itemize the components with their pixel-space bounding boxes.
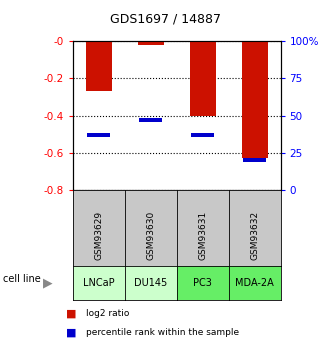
- Bar: [243, 158, 266, 162]
- Bar: [85, 41, 112, 91]
- Text: LNCaP: LNCaP: [83, 278, 115, 288]
- Bar: [139, 118, 162, 122]
- Text: log2 ratio: log2 ratio: [86, 309, 129, 318]
- Text: GSM93631: GSM93631: [198, 210, 207, 259]
- Text: GDS1697 / 14887: GDS1697 / 14887: [110, 12, 220, 25]
- Bar: [189, 41, 215, 116]
- Bar: [242, 41, 268, 158]
- Text: PC3: PC3: [193, 278, 212, 288]
- Text: MDA-2A: MDA-2A: [235, 278, 274, 288]
- Bar: [191, 133, 214, 137]
- Text: DU145: DU145: [134, 278, 167, 288]
- Text: ■: ■: [66, 309, 77, 319]
- Bar: [138, 41, 164, 45]
- Text: GSM93629: GSM93629: [94, 210, 103, 259]
- Text: GSM93630: GSM93630: [146, 210, 155, 259]
- Text: percentile rank within the sample: percentile rank within the sample: [86, 328, 239, 337]
- Bar: [87, 133, 110, 137]
- Text: cell line: cell line: [3, 275, 41, 284]
- Text: ▶: ▶: [43, 276, 53, 289]
- Text: ■: ■: [66, 328, 77, 338]
- Text: GSM93632: GSM93632: [250, 210, 259, 259]
